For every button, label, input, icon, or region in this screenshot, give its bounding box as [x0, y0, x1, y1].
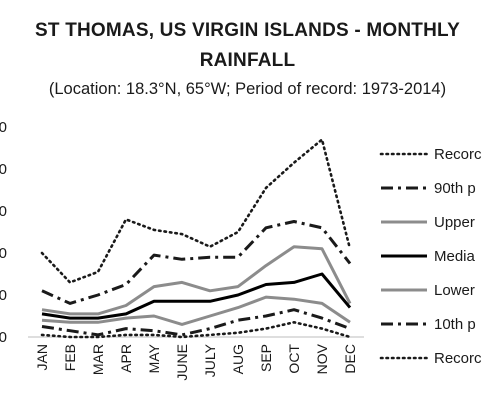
y-tick-label: 0 — [0, 203, 7, 220]
series-line — [41, 295, 351, 326]
legend-label: Recorc — [434, 146, 482, 163]
series-lines — [40, 138, 352, 339]
legend-label: Recorc — [434, 350, 482, 367]
series-line — [41, 245, 352, 316]
legend-label: 10th p — [434, 316, 476, 333]
y-tick-label: 0 — [0, 119, 7, 136]
series-line — [41, 272, 352, 320]
y-tick-label: 0 — [0, 287, 7, 304]
x-tick-label: MAR — [90, 344, 106, 375]
y-tick-label: 0 — [0, 161, 7, 178]
legend-label: Lower — [434, 282, 475, 299]
series-line — [41, 220, 352, 305]
y-tick-labels: 0 0 0 0 0 0 — [0, 119, 7, 346]
x-tick-label: DEC — [342, 344, 358, 374]
x-tick-label: JAN — [34, 344, 50, 370]
y-tick-label: 0 — [0, 245, 7, 262]
legend-label: Upper — [434, 214, 475, 231]
x-tick-label: SEP — [258, 344, 274, 372]
x-tick-label: JUNE — [174, 344, 190, 381]
x-tick-label: MAY — [146, 343, 162, 373]
legend: Recorc 90th p Upper Media Lower 10th p Recorc — [379, 146, 482, 367]
x-tick-label: NOV — [314, 343, 330, 374]
x-tick-label: AUG — [230, 344, 246, 374]
chart-title: ST THOMAS, US VIRGIN ISLANDS - MONTHLY R… — [35, 20, 460, 71]
x-tick-label: OCT — [286, 344, 302, 374]
series-line — [41, 308, 351, 337]
series-line — [40, 138, 352, 284]
series-line — [40, 320, 352, 339]
x-tick-label: JULY — [202, 343, 218, 377]
x-tick-labels: JAN FEB MAR APR MAY JUNE JULY AUG SEP OCT NOV DEC — [34, 343, 358, 380]
legend-label: 90th p — [434, 180, 476, 197]
x-tick-label: APR — [118, 344, 134, 373]
x-tick-label: FEB — [62, 344, 78, 371]
chart-subtitle: (Location: 18.3°N, 65°W; Period of recor… — [48, 80, 447, 98]
legend-label: Media — [434, 248, 476, 265]
y-tick-label: 0 — [0, 329, 7, 346]
